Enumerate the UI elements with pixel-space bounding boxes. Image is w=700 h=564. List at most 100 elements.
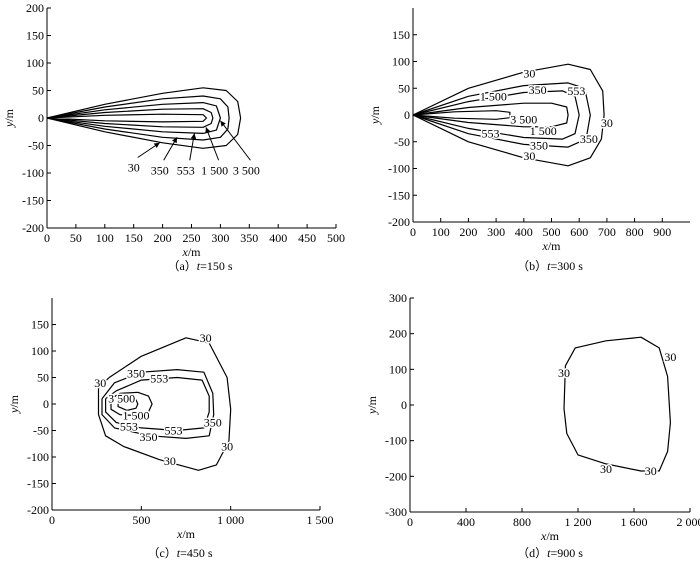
y-tick-label: -200 [27,503,49,517]
contour-line-350 [101,369,215,439]
contour-label: 553 [164,424,182,438]
label-arrow-head [205,127,211,134]
y-tick-label: 0 [38,111,44,125]
contour-label: 30 [523,149,535,163]
x-tick-label: 0 [410,225,416,239]
contour-line-30 [97,337,232,471]
y-tick-label: 100 [389,362,407,376]
contour-label: 350 [530,138,548,152]
y-tick-label: -200 [388,215,410,229]
y-tick-label: 200 [389,327,407,341]
contour-label: 30 [523,66,535,80]
contour-label: 3 500 [233,163,260,177]
contour-label: 30 [221,439,233,453]
x-tick-label: 500 [327,231,345,245]
y-tick-label: 150 [26,29,44,43]
caption-prefix: （a） [167,259,196,273]
contour-label: 553 [567,84,585,98]
x-tick-label: 900 [653,225,671,239]
contour-line-3500 [46,113,208,123]
y-tick-label: -100 [388,162,410,176]
x-tick-label: 2 000 [677,515,700,529]
contour-line-30 [46,87,242,149]
contour-line-3500 [117,397,139,411]
contour-label: 553 [120,419,138,433]
y-axis-unit: /m [2,108,16,121]
y-tick-label: -50 [28,139,44,153]
contour-line-1500 [46,108,214,128]
y-tick-label: 0 [401,398,407,412]
panel-caption: （d）t=900 s [517,546,583,560]
contour-label: 30 [558,366,570,380]
contour-line-553 [46,101,221,134]
y-axis-var: y [7,407,21,414]
label-arrow-head [172,137,178,144]
panel-caption: （a）t=150 s [167,259,232,273]
contour-line-350 [46,95,230,141]
contour-label: 3 500 [510,112,537,126]
contour-label: 30 [164,454,176,468]
caption-var: t [547,546,551,560]
caption-rest: =900 s [550,546,583,560]
y-tick-label: -200 [385,469,407,483]
y-tick-label: 100 [26,56,44,70]
contour-label: 350 [151,163,169,177]
y-axis-unit: /m [368,105,382,118]
y-tick-label: -50 [394,135,410,149]
x-tick-label: 500 [132,513,150,527]
contour-label: 3 500 [108,392,135,406]
y-tick-label: -100 [22,166,44,180]
caption-prefix: （b） [517,259,547,273]
contour-label: 350 [127,366,145,380]
label-arrow-head [190,133,197,140]
y-axis-label: y/m [365,395,379,415]
contour-label: 350 [529,83,547,97]
contour-label: 30 [600,462,612,476]
y-tick-label: 50 [398,81,410,95]
contour-label: 1 500 [122,409,149,423]
contour-label: 553 [177,163,195,177]
y-tick-label: 300 [389,291,407,305]
y-tick-label: -150 [27,477,49,491]
x-tick-label: 1 000 [217,513,244,527]
x-axis-label: x/m [182,245,202,259]
panel-caption: （b）t=300 s [517,259,583,273]
x-tick-label: 450 [298,231,316,245]
contour-label: 553 [482,127,500,141]
contour-line-553 [412,90,580,140]
x-tick-label: 150 [125,231,143,245]
x-axis-var: x [540,529,547,543]
y-tick-label: 150 [31,318,49,332]
y-axis-label: y/m [7,394,21,414]
y-axis-unit: /m [7,394,21,407]
caption-rest: =300 s [550,259,583,273]
x-axis-label: x/m [542,239,562,253]
caption-var: t [547,259,551,273]
contour-label: 30 [645,464,657,478]
x-tick-label: 200 [154,231,172,245]
contour-label: 30 [128,161,140,175]
y-tick-label: -50 [33,424,49,438]
y-axis-label: y/m [368,105,382,125]
caption-var: t [177,546,181,560]
y-tick-label: 100 [31,344,49,358]
x-tick-label: 350 [240,231,258,245]
contour-label: 1 500 [201,163,228,177]
y-tick-label: -150 [22,194,44,208]
contour-label: 1 500 [480,89,507,103]
y-tick-label: -200 [22,221,44,235]
y-tick-label: 50 [32,84,44,98]
x-tick-label: 500 [543,225,561,239]
label-arrow-line [205,127,220,161]
contour-label: 30 [601,116,613,130]
x-tick-label: 1 500 [307,513,334,527]
x-tick-label: 1 200 [565,515,592,529]
contour-label: 553 [150,372,168,386]
contour-label: 350 [139,430,157,444]
x-tick-label: 100 [432,225,450,239]
x-axis-unit: /m [182,527,195,541]
x-tick-label: 300 [211,231,229,245]
x-tick-label: 700 [598,225,616,239]
contour-line-3500 [412,110,511,120]
x-axis-unit: /m [548,239,561,253]
